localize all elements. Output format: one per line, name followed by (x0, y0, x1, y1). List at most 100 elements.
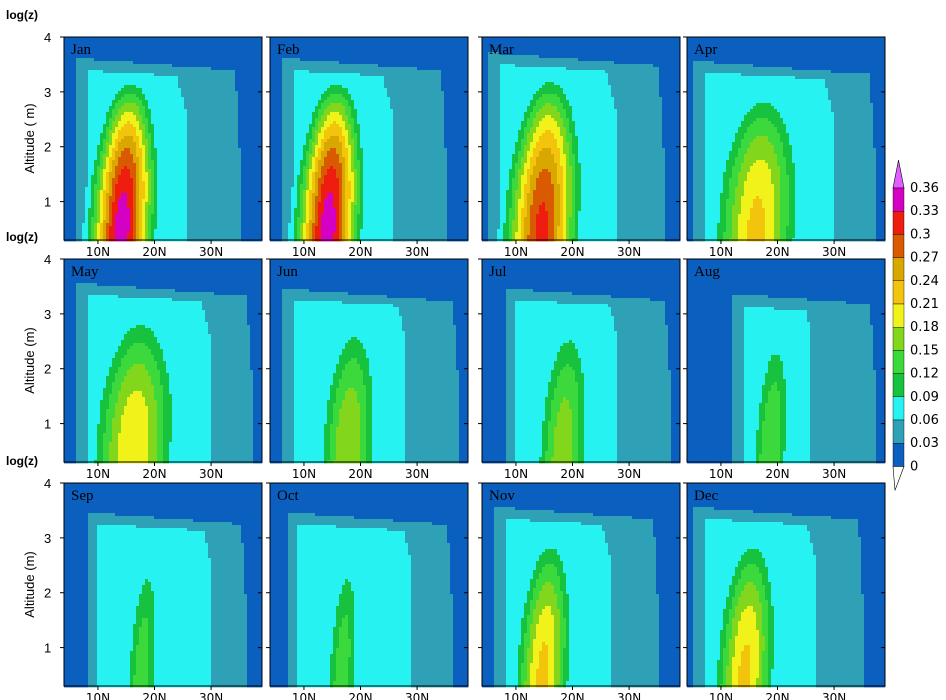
x-tick-label: 20N (348, 691, 372, 700)
month-label: Oct (277, 488, 299, 504)
log-z-label: log(z) (6, 454, 38, 468)
panel-aug: Aug 10N 20N 30N (683, 259, 885, 481)
x-tick-label: 10N (709, 467, 733, 481)
y-tick-label: 4 (44, 30, 51, 45)
x-tick-label: 20N (560, 245, 584, 259)
x-tick-label: 30N (822, 467, 846, 481)
x-tick-label: 20N (765, 467, 789, 481)
x-tick-label: 30N (199, 245, 223, 259)
colorbar-swatch (893, 188, 904, 211)
x-tick-label: 10N (292, 467, 316, 481)
y-tick-label: 2 (44, 140, 51, 155)
colorbar-tick-label: 0.09 (910, 390, 939, 405)
colorbar-swatch (893, 211, 904, 234)
panel-feb: Feb 10N 20N 30N (266, 37, 468, 259)
colorbar-swatch (893, 327, 904, 350)
y-tick-label: 4 (44, 252, 51, 267)
x-tick-label: 20N (142, 691, 166, 700)
x-tick-label: 10N (709, 691, 733, 700)
colorbar-tick-label: 0.06 (910, 413, 939, 428)
heatmap-mar (482, 37, 680, 241)
colorbar-tick-label: 0.36 (910, 181, 939, 196)
heatmap-apr (687, 37, 885, 241)
panel-mar: Mar 10N 20N 30N (478, 37, 680, 259)
x-tick-label: 10N (504, 691, 528, 700)
y-tick-label: 4 (44, 476, 51, 491)
x-tick-label: 30N (617, 691, 641, 700)
month-label: Mar (489, 42, 514, 58)
y-tick-label: 3 (44, 307, 51, 322)
heatmap-oct (270, 483, 468, 687)
colorbar-tick-label: 0.21 (910, 297, 939, 312)
colorbar: 00.030.060.090.120.150.180.210.240.270.3… (893, 160, 939, 490)
y-tick-label: 2 (44, 362, 51, 377)
month-label: Jun (277, 264, 298, 280)
colorbar-swatch (893, 234, 904, 257)
x-tick-label: 10N (504, 467, 528, 481)
colorbar-swatch (893, 443, 904, 466)
month-label: Jan (71, 42, 91, 58)
log-z-label: log(z) (6, 8, 38, 22)
x-tick-label: 20N (142, 467, 166, 481)
y-tick-label: 3 (44, 531, 51, 546)
month-label: Feb (277, 42, 300, 58)
x-tick-label: 10N (86, 245, 110, 259)
month-label: May (71, 264, 99, 280)
colorbar-swatch (893, 258, 904, 281)
x-tick-label: 20N (560, 467, 584, 481)
colorbar-top-arrow (893, 160, 904, 188)
heatmap-sep (64, 483, 262, 687)
altitude-axis-label: Altitude (m) (22, 327, 37, 393)
altitude-axis-label: Altitude (m) (22, 551, 37, 617)
colorbar-bottom-arrow (893, 466, 904, 490)
heatmap-jan (64, 37, 262, 241)
month-label: Aug (694, 264, 720, 280)
x-tick-label: 30N (405, 467, 429, 481)
colorbar-swatch (893, 420, 904, 443)
y-tick-label: 1 (44, 195, 51, 210)
colorbar-tick-label: 0.15 (910, 343, 939, 358)
x-tick-label: 20N (348, 467, 372, 481)
log-z-label: log(z) (6, 230, 38, 244)
colorbar-swatch (893, 304, 904, 327)
month-label: Sep (71, 488, 94, 504)
x-tick-label: 10N (292, 691, 316, 700)
colorbar-swatch (893, 350, 904, 373)
y-tick-label: 1 (44, 641, 51, 656)
y-tick-label: 3 (44, 85, 51, 100)
colorbar-tick-label: 0.27 (910, 251, 939, 266)
x-tick-label: 30N (199, 467, 223, 481)
colorbar-tick-label: 0 (910, 459, 918, 474)
heatmap-may (64, 259, 262, 463)
x-tick-label: 10N (86, 691, 110, 700)
x-tick-label: 30N (617, 245, 641, 259)
x-tick-label: 30N (199, 691, 223, 700)
heatmap-jun (270, 259, 468, 463)
x-tick-label: 10N (504, 245, 528, 259)
heatmap-jul (482, 259, 680, 463)
x-tick-label: 30N (617, 467, 641, 481)
x-tick-label: 10N (292, 245, 316, 259)
x-tick-label: 20N (348, 245, 372, 259)
colorbar-tick-label: 0.33 (910, 204, 939, 219)
colorbar-swatch (893, 281, 904, 304)
x-tick-label: 20N (765, 245, 789, 259)
colorbar-tick-label: 0.24 (910, 274, 939, 289)
x-tick-label: 10N (709, 245, 733, 259)
heatmap-dec (687, 483, 885, 687)
colorbar-tick-label: 0.3 (910, 227, 931, 242)
x-tick-label: 30N (822, 245, 846, 259)
month-label: Jul (489, 264, 507, 280)
month-label: Nov (489, 488, 515, 504)
x-tick-label: 30N (405, 245, 429, 259)
heatmap-nov (482, 483, 680, 687)
panel-jun: Jun 10N 20N 30N (266, 259, 468, 481)
month-label: Apr (694, 42, 717, 58)
